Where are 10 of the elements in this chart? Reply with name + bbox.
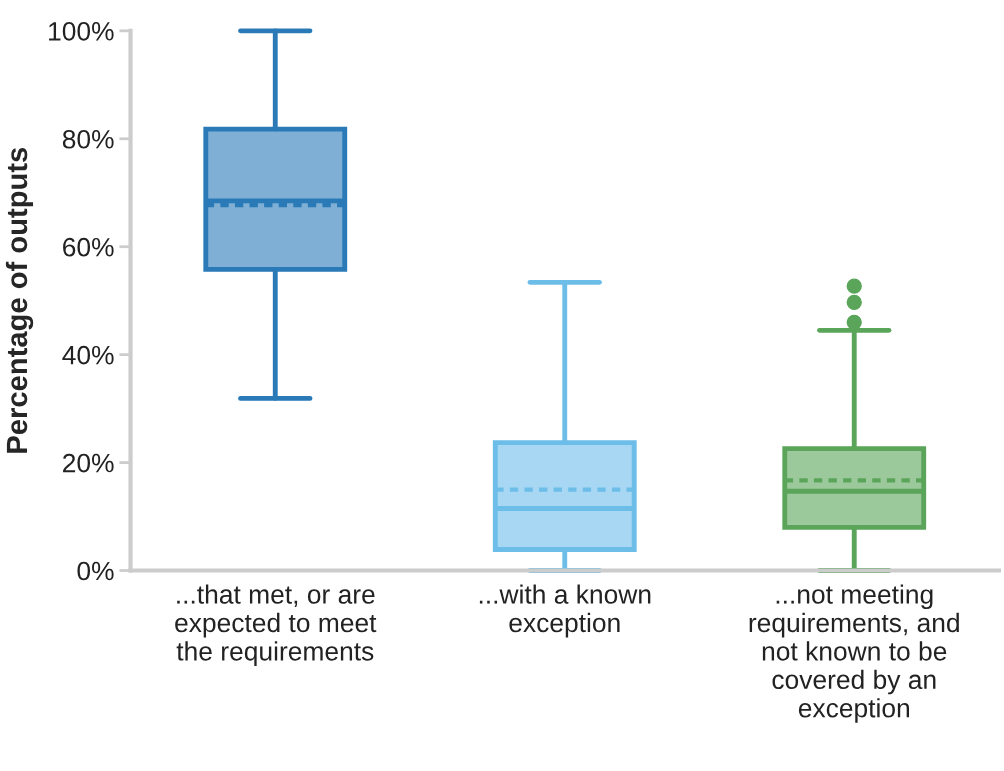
x-tick-label: ...not meeting requirements, and not known to be covered by an exception — [749, 584, 959, 723]
y-tick-label: 0% — [77, 561, 114, 581]
y-tick-label: 80% — [62, 129, 114, 149]
y-tick-label: 20% — [63, 453, 114, 473]
x-tick-label: ...that met, or are expected to meet the requirements — [175, 584, 377, 666]
y-tick-label: 40% — [62, 345, 114, 365]
y-axis-title: Percentage of outputs — [5, 147, 34, 453]
y-tick-label: 60% — [63, 237, 114, 257]
x-tick-label: ...with a known exception — [479, 584, 651, 638]
y-tick-label: 100% — [49, 21, 114, 41]
